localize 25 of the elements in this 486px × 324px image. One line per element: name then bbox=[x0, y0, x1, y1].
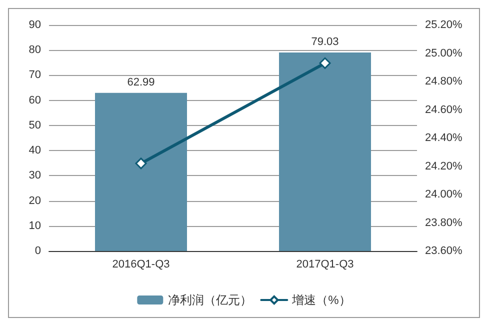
y2-tick-label: 25.00% bbox=[425, 47, 463, 60]
y-tick-label: 80 bbox=[28, 44, 41, 56]
legend-label: 净利润（亿元） bbox=[168, 293, 252, 307]
y2-tick-label: 24.00% bbox=[425, 188, 463, 200]
data-label: 62.99 bbox=[127, 76, 155, 88]
y-tick-label: 30 bbox=[28, 170, 41, 182]
y2-tick-label: 24.60% bbox=[425, 104, 463, 116]
y2-tick-label: 23.60% bbox=[425, 245, 463, 257]
y-tick-label: 60 bbox=[28, 94, 41, 106]
y2-tick-label: 24.80% bbox=[425, 76, 463, 88]
y-tick-label: 0 bbox=[34, 245, 41, 257]
y-tick-label: 40 bbox=[28, 144, 41, 157]
y-tick-label: 10 bbox=[28, 220, 41, 232]
x-tick-label: 2016Q1-Q3 bbox=[112, 258, 170, 270]
y-tick-label: 70 bbox=[28, 69, 41, 82]
y-tick-label: 50 bbox=[28, 119, 41, 132]
legend-label: 增速（%） bbox=[291, 293, 351, 307]
y2-tick-label: 24.40% bbox=[425, 132, 463, 144]
y-tick-label: 90 bbox=[28, 19, 41, 31]
y2-tick-label: 23.80% bbox=[425, 216, 463, 229]
y2-tick-label: 24.20% bbox=[425, 160, 463, 172]
x-tick-label: 2017Q1-Q3 bbox=[296, 258, 354, 270]
y2-tick-label: 25.20% bbox=[425, 19, 463, 31]
y-tick-label: 20 bbox=[28, 194, 41, 207]
data-label: 79.03 bbox=[311, 36, 339, 48]
